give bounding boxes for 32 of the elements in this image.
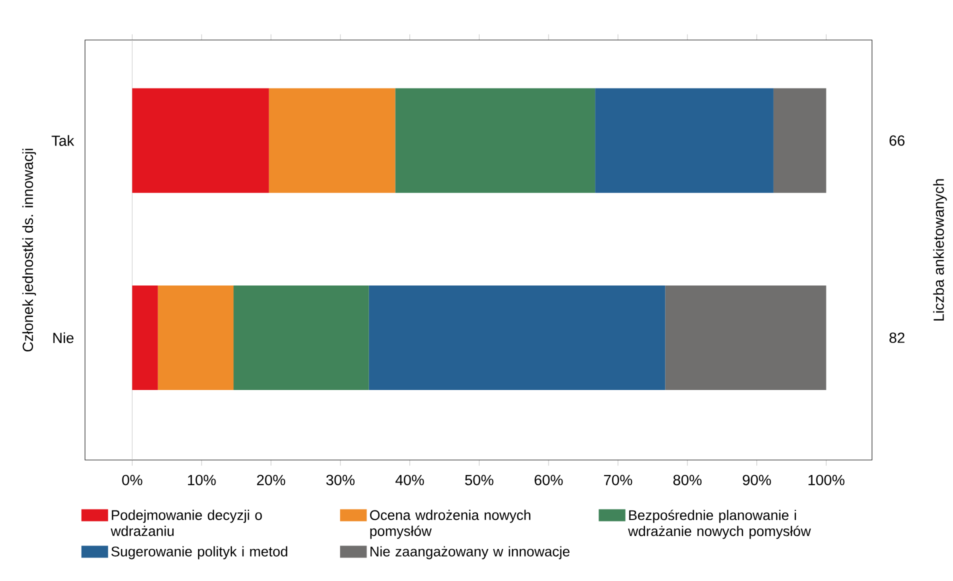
legend-label: Ocena wdrożenia nowych pomysłów [370,510,530,539]
bar [395,88,596,193]
legend-label: Podejmowanie decyzji o wdrażaniu [110,510,262,536]
bar [132,88,269,193]
bar [665,285,826,390]
text: 82 [889,332,904,343]
x-tick-label: 60% [534,474,563,486]
x-tick-label: 0% [122,474,142,486]
x-tick-label: 50% [465,474,494,486]
y-axis-title: Członek jednostki ds. innowacji [22,148,36,352]
bar [773,88,826,193]
legend-label: Bezpośrednie planowanie i wdrażanie nowych pomysłów [628,510,811,539]
y-tick-label: Tak [52,135,74,146]
bar [234,285,369,390]
x-tick-label: 90% [742,474,771,486]
x-tick-label: 40% [395,474,424,486]
legend-label: Nie zaangażowany w innowacje [370,546,570,560]
x-tick-label: 70% [604,474,632,486]
bar [595,88,774,193]
legend-label: Sugerowanie polityk i metod [111,546,288,560]
x-tick-label: 80% [673,474,702,486]
x-tick-label: 100% [808,474,844,486]
text: 66 [890,135,905,146]
x-tick-label: 20% [257,474,286,486]
bar [268,88,396,193]
bar [158,285,234,390]
x-tick-label: 30% [326,474,355,486]
x-tick-label: 10% [188,474,216,486]
y2-axis-title: Liczba ankietowanych [933,179,947,321]
bar [132,285,158,390]
y-tick-label: Nie [53,332,74,344]
bar [368,285,666,390]
